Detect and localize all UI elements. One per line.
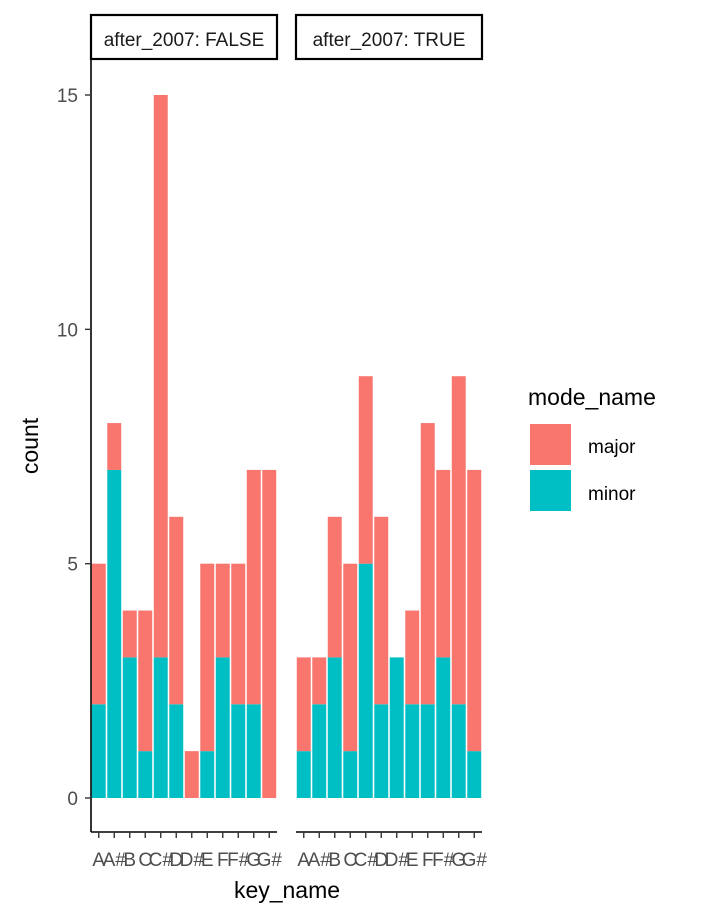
legend-swatch-major [530, 424, 571, 465]
y-tick-label-0: 0 [67, 789, 78, 810]
bar-false-major-E [200, 563, 215, 752]
bar-true-minor-F# [436, 657, 451, 798]
bar-true-major-F# [436, 469, 451, 658]
x-tick-label-A#: A# [103, 850, 127, 871]
bar-true-major-A# [312, 657, 327, 705]
strip-box-false [89, 13, 279, 61]
x-tick-label-A: A [297, 850, 310, 871]
x-tick-label-B: B [328, 850, 341, 871]
bar-true-major-F [420, 423, 435, 705]
bar-false-minor-D [169, 704, 184, 798]
x-tick-label-A: A [92, 850, 105, 871]
bar-true-major-C [343, 563, 358, 752]
x-ticks-true: AA#B CC#DD#E FF#GG# [297, 832, 487, 871]
bar-false-minor-A# [107, 469, 122, 798]
bar-true-major-E [405, 610, 420, 705]
bar-false-major-A# [107, 423, 122, 470]
bar-true-major-D [374, 516, 389, 705]
bar-false-minor-B [122, 657, 137, 798]
x-tick-label-D#: D# [385, 850, 410, 871]
x-tick-label-F#: F# [432, 850, 455, 871]
bar-false-minor-F [215, 657, 230, 798]
bar-true-minor-D# [389, 657, 404, 798]
bar-false-major-D# [184, 751, 199, 798]
bar-true-minor-C [343, 751, 358, 798]
x-tick-label-G#: G# [257, 850, 283, 871]
bar-true-minor-G# [467, 751, 482, 798]
bar-true-major-G# [467, 469, 482, 752]
x-tick-label-C: C [343, 850, 357, 871]
x-tick-label-C#: C# [149, 850, 174, 871]
bar-false-minor-G [246, 704, 261, 798]
bars-true [296, 376, 482, 798]
bar-false-major-B [122, 610, 137, 658]
bar-true-major-G [451, 376, 466, 705]
x-tick-label-G: G [451, 850, 466, 871]
legend-title: mode_name [528, 384, 656, 410]
bar-true-minor-A [296, 751, 311, 798]
panel-after-2007-false: after_2007: FALSE AA#B CC#DD#E FF#GG# [89, 13, 282, 871]
bar-false-minor-E [200, 751, 215, 798]
bars-false [91, 95, 277, 798]
bar-false-minor-F# [231, 704, 246, 798]
bar-true-major-B [327, 516, 342, 658]
bar-false-major-C# [153, 95, 168, 658]
bar-false-major-G# [262, 469, 277, 798]
bar-true-minor-G [451, 704, 466, 798]
strip-box-true [294, 13, 484, 61]
bar-true-minor-B [327, 657, 342, 798]
bar-true-major-A [296, 657, 311, 752]
bar-false-major-A [91, 563, 106, 705]
bar-false-minor-A [91, 704, 106, 798]
x-tick-label-E: E [201, 850, 214, 871]
x-tick-label-G: G [246, 850, 261, 871]
legend: mode_name major minor [528, 384, 656, 511]
x-tick-label-A#: A# [308, 850, 332, 871]
x-tick-label-F: F [422, 850, 434, 871]
x-axis-title: key_name [234, 877, 340, 903]
legend-label-minor: minor [588, 484, 636, 505]
bar-false-major-D [169, 516, 184, 705]
bar-false-major-F# [231, 563, 246, 705]
x-tick-label-F: F [217, 850, 229, 871]
y-axis-title: count [17, 417, 43, 474]
bar-true-minor-A# [312, 704, 327, 798]
bar-true-major-C# [358, 376, 373, 564]
x-ticks-false: AA#B CC#DD#E FF#GG# [92, 832, 282, 871]
x-tick-label-B: B [123, 850, 136, 871]
panel-after-2007-true: after_2007: TRUE AA#B CC#DD#E FF#GG# [294, 13, 487, 871]
bar-true-minor-F [420, 704, 435, 798]
strip-label-false: after_2007: FALSE [104, 30, 265, 51]
x-tick-label-D: D [374, 850, 388, 871]
x-tick-label-D#: D# [180, 850, 205, 871]
bar-false-minor-C [138, 751, 153, 798]
bar-false-minor-C# [153, 657, 168, 798]
x-tick-label-D: D [169, 850, 183, 871]
legend-label-major: major [588, 437, 636, 458]
y-tick-label-5: 5 [67, 555, 78, 576]
bar-true-minor-D [374, 704, 389, 798]
strip-label-true: after_2007: TRUE [313, 30, 466, 51]
bar-true-minor-E [405, 704, 420, 798]
x-tick-label-F#: F# [227, 850, 250, 871]
bar-false-major-F [215, 563, 230, 658]
y-tick-label-15: 15 [57, 86, 78, 107]
x-tick-label-G#: G# [462, 850, 488, 871]
x-tick-label-E: E [406, 850, 419, 871]
y-tick-label-10: 10 [57, 320, 78, 341]
x-tick-label-C: C [138, 850, 152, 871]
bar-false-major-C [138, 610, 153, 752]
bar-false-major-G [246, 469, 261, 705]
legend-swatch-minor [530, 470, 571, 511]
x-tick-label-C#: C# [354, 850, 379, 871]
bar-true-minor-C# [358, 563, 373, 798]
y-axis: 0 5 10 15 [57, 86, 91, 810]
